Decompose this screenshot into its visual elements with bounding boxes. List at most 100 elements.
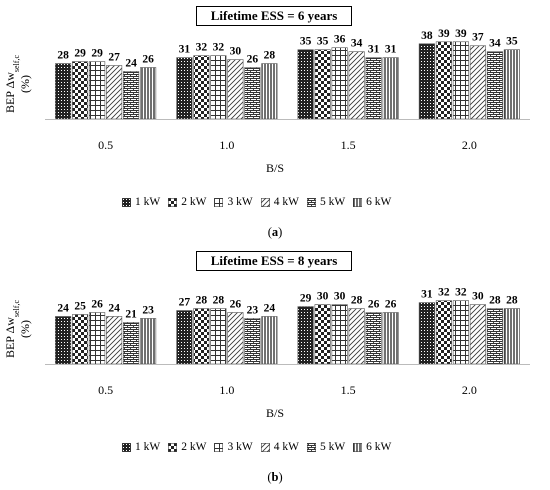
- bar: [244, 318, 261, 365]
- bar: [227, 59, 244, 120]
- legend-item: 5 kW: [306, 196, 345, 208]
- data-label: 31: [421, 289, 433, 301]
- legend-swatch: [122, 442, 131, 452]
- legend-swatch: [260, 197, 270, 207]
- data-label: 29: [91, 48, 103, 60]
- bar: [418, 302, 435, 365]
- panel-label: (a): [267, 225, 283, 239]
- data-label: 35: [300, 36, 312, 48]
- data-label: 26: [230, 299, 242, 311]
- data-label: 26: [91, 299, 103, 311]
- data-label: 32: [213, 42, 225, 54]
- x-tick-label: 1.5: [341, 383, 356, 397]
- bar: [382, 312, 399, 365]
- legend-item: 3 kW: [214, 441, 253, 453]
- legend-item: 4 kW: [260, 196, 299, 208]
- legend-item: 1 kW: [122, 196, 160, 208]
- bar: [486, 308, 503, 365]
- bar: [365, 57, 382, 120]
- bar: [193, 308, 210, 365]
- data-label: 28: [351, 295, 363, 307]
- chart-title: Lifetime ESS = 6 years: [196, 6, 352, 26]
- bar: [55, 316, 72, 365]
- bar: [382, 57, 399, 120]
- legend-item: 2 kW: [168, 441, 206, 453]
- bar: [469, 304, 486, 365]
- chart-panel-b: Lifetime ESS = 8 years BEP Δwself,c (%) 24…: [0, 245, 550, 490]
- x-axis-label: B/S: [266, 161, 284, 175]
- bar: [435, 41, 452, 120]
- bar: [418, 43, 435, 120]
- legend-swatch: [214, 197, 224, 207]
- data-label: 27: [108, 52, 120, 64]
- legend: 1 kW 2 kW 3 kW 4 kW 5 kW 6 kW: [122, 441, 391, 453]
- data-label: 30: [472, 291, 484, 303]
- data-label: 24: [264, 302, 276, 314]
- bar: [176, 310, 193, 365]
- y-axis-label: BEP Δwself,c: [3, 55, 21, 114]
- data-label: 28: [506, 295, 518, 307]
- legend-item: 4 kW: [260, 441, 299, 453]
- x-tick-label: 1.0: [219, 383, 234, 397]
- data-label: 28: [57, 50, 69, 62]
- legend-swatch: [122, 197, 131, 207]
- data-label: 35: [506, 36, 518, 48]
- chart-title: Lifetime ESS = 8 years: [196, 251, 352, 271]
- legend-swatch: [306, 442, 316, 452]
- bar-chart-b: BEP Δwself,c(%) 24 25 26 24 21 23 0.5 27 28 28 26 23…: [3, 287, 530, 420]
- bar: [314, 304, 331, 365]
- legend-label: 4 kW: [273, 441, 299, 453]
- legend-item: 2 kW: [168, 196, 206, 208]
- data-label: 30: [230, 46, 242, 58]
- legend-swatch: [260, 442, 270, 452]
- x-tick-label: 2.0: [462, 383, 477, 397]
- legend-label: 3 kW: [227, 196, 253, 208]
- bar: [486, 51, 503, 120]
- bar: [210, 55, 227, 120]
- data-label: 39: [438, 28, 450, 40]
- x-tick-label: 0.5: [98, 383, 113, 397]
- bar: [297, 306, 314, 365]
- bar: [123, 322, 140, 365]
- bar: [89, 312, 106, 365]
- legend-item: 5 kW: [306, 441, 346, 453]
- data-label: 35: [317, 36, 329, 48]
- data-label: 29: [74, 48, 86, 60]
- data-label: 38: [421, 30, 433, 42]
- bar: [123, 71, 140, 120]
- panel-label: (b): [267, 470, 283, 484]
- data-label: 39: [455, 28, 467, 40]
- legend-swatch: [168, 197, 178, 207]
- bar: [435, 300, 452, 365]
- bar: [452, 41, 469, 120]
- legend-label: 2 kW: [181, 196, 207, 208]
- bar: [261, 63, 278, 120]
- legend-label: 6 kW: [366, 196, 392, 208]
- data-label: 24: [57, 302, 69, 314]
- legend-label: 4 kW: [273, 196, 299, 208]
- data-label: 25: [74, 301, 86, 313]
- x-tick-label: 1.5: [341, 138, 356, 152]
- legend-label: 1 kW: [135, 441, 161, 453]
- legend: 1 kW 2 kW 3 kW 4 kW 5 kW 6 kW: [122, 196, 391, 208]
- bar: [314, 49, 331, 120]
- legend-item: 1 kW: [122, 441, 160, 453]
- chart-panel-a: Lifetime ESS = 6 years BEP Δwself,c (%) 28…: [3, 6, 530, 239]
- data-label: 28: [213, 295, 225, 307]
- bar: [140, 67, 157, 120]
- data-label: 26: [385, 299, 397, 311]
- legend-swatch: [214, 442, 224, 452]
- legend-item: 3 kW: [214, 196, 253, 208]
- bar: [331, 47, 348, 120]
- data-label: 31: [179, 44, 191, 56]
- legend-label: 5 kW: [319, 441, 346, 453]
- bar: [72, 61, 89, 120]
- bar: [348, 308, 365, 365]
- x-tick-label: 1.0: [219, 138, 234, 152]
- x-axis-label: B/S: [266, 406, 284, 420]
- bar: [106, 65, 123, 120]
- legend-label: 6 kW: [366, 441, 392, 453]
- data-label: 32: [455, 287, 467, 299]
- data-label: 34: [351, 38, 363, 50]
- legend-label: 3 kW: [227, 441, 253, 453]
